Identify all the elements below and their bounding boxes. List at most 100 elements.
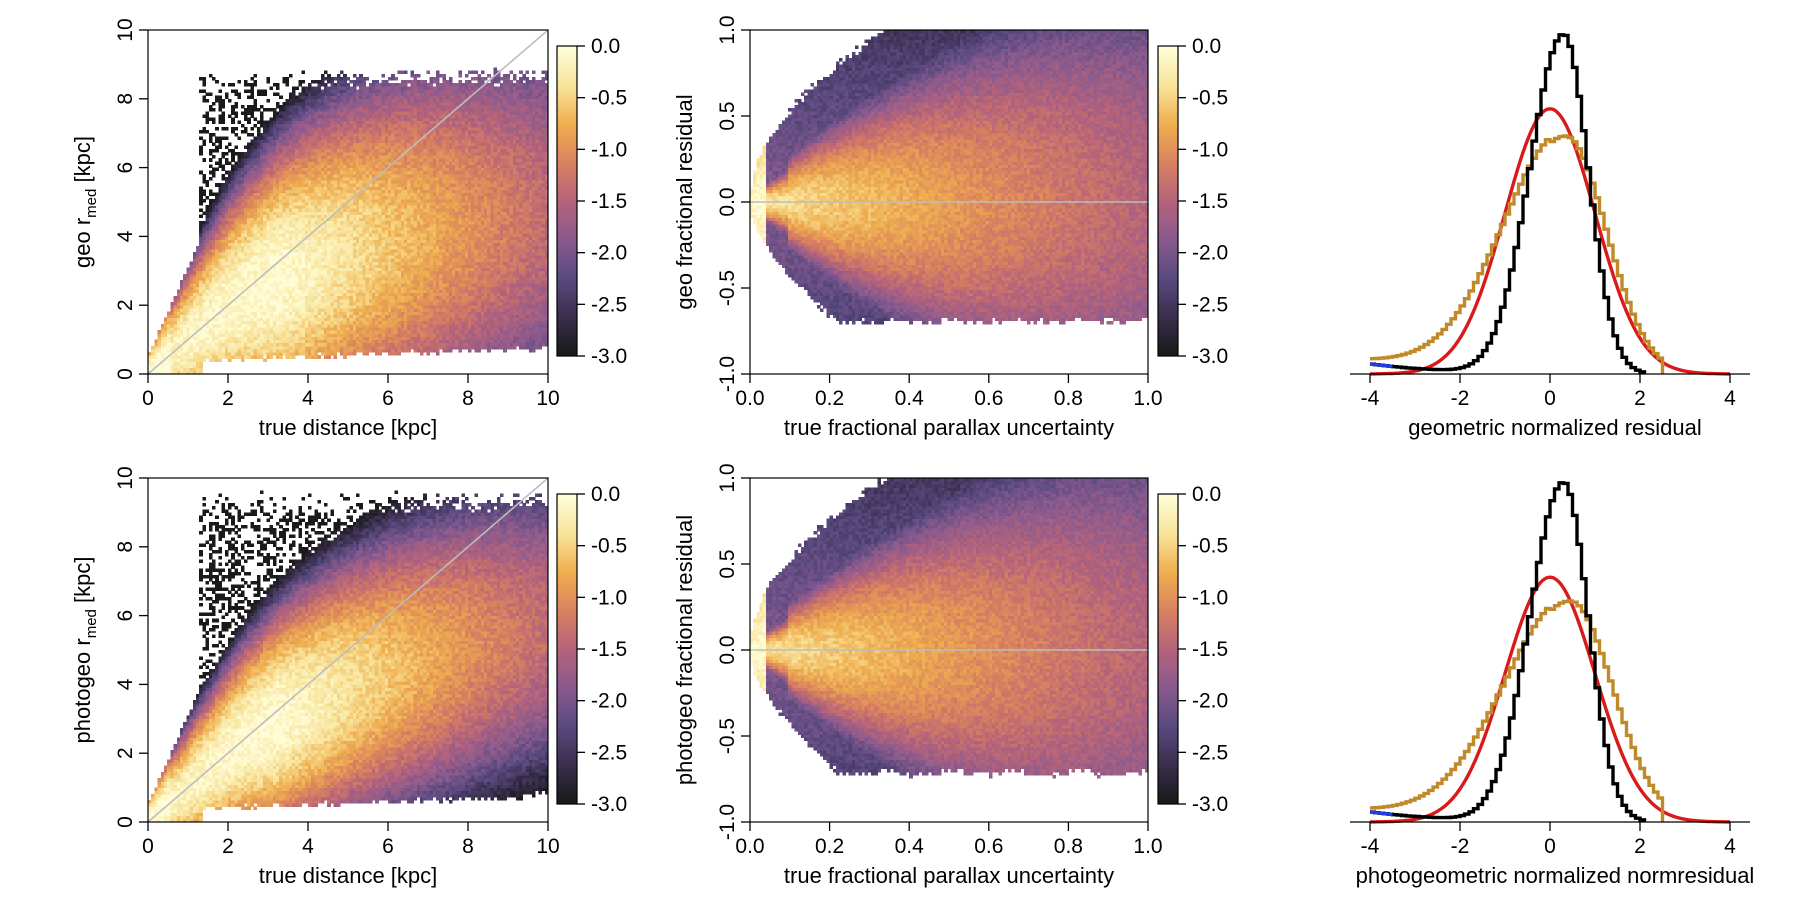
photogeo_rmed-colorbar-label: -1.5 <box>591 638 627 661</box>
geo_fracres-colorbar-label: 0.0 <box>1192 35 1221 58</box>
geo_fracres-colorbar-label: -1.5 <box>1192 190 1228 213</box>
geo_rmed-reference-line <box>147 29 549 375</box>
geo_rmed-ytick-label: 2 <box>114 299 137 311</box>
photogeo_normres-xtick-label: 4 <box>1724 835 1736 858</box>
photogeo_fracres-colorbar-label: -1.0 <box>1192 586 1228 609</box>
photogeo_fracres-colorbar-label: -3.0 <box>1192 793 1228 816</box>
photogeo_rmed-ytick-label: 8 <box>114 541 137 553</box>
geo_rmed-ytick-label: 0 <box>114 368 137 380</box>
geo_fracres-colorbar <box>1158 46 1178 357</box>
geo_rmed-ytick-label: 10 <box>114 18 137 41</box>
photogeo_fracres-ytick-label: 1.0 <box>716 463 739 492</box>
geo_rmed-cells <box>148 67 549 375</box>
geo_normres-series-ochre <box>1370 134 1665 374</box>
geo_rmed-colorbar-label: -2.5 <box>591 293 627 316</box>
geo_rmed-colorbar <box>557 46 577 357</box>
photogeo_fracres-cells <box>750 478 1149 779</box>
geo_fracres-ytick-label: 0.5 <box>716 101 739 130</box>
photogeo_rmed-xtick-label: 10 <box>536 835 559 858</box>
photogeo_fracres-ytick-label: 0.5 <box>716 549 739 578</box>
geo_fracres-panel: 0.0 0.2 0.4 0.6 0.8 1.0 -1.0 -0.5 0.0 0.5 1.0 true … <box>672 15 1228 440</box>
photogeo_rmed-colorbar-label: -2.5 <box>591 741 627 764</box>
geo_rmed-ylabel: geo rmed [kpc] <box>70 136 100 268</box>
photogeo_rmed-colorbar <box>557 494 577 805</box>
photogeo_normres-xlabel: photogeometric normalized normresidual <box>1356 863 1755 888</box>
geo_normres-xtick-label: 4 <box>1724 387 1736 410</box>
geo_fracres-ytick-label: 0.0 <box>716 187 739 216</box>
photogeo_fracres-ylabel: photogeo fractional residual <box>672 515 697 785</box>
photogeo_rmed-xlabel: true distance [kpc] <box>259 863 438 888</box>
photogeo_rmed-ytick-label: 6 <box>114 610 137 622</box>
photogeo_rmed-colorbar-label: -1.0 <box>591 586 627 609</box>
geo_normres-xtick-label: 2 <box>1634 387 1646 410</box>
geo_normres-series-blue <box>1369 362 1393 369</box>
photogeo_fracres-xtick-label: 0.6 <box>974 835 1003 858</box>
photogeo_rmed-colorbar-label: -0.5 <box>591 535 627 558</box>
photogeo_rmed-cells <box>148 490 549 823</box>
photogeo_rmed-colorbar-label: 0.0 <box>591 483 620 506</box>
photogeo_fracres-colorbar-label: -0.5 <box>1192 535 1228 558</box>
geo_fracres-xtick-label: 0.0 <box>735 387 764 410</box>
geo_fracres-xlabel: true fractional parallax uncertainty <box>784 415 1114 440</box>
geo_fracres-ytick-label: 1.0 <box>716 15 739 44</box>
geo_rmed-ytick-label: 6 <box>114 162 137 174</box>
photogeo_rmed-xtick-label: 6 <box>382 835 394 858</box>
geo_normres-series-black <box>1370 33 1647 374</box>
photogeo_normres-xtick-label: 0 <box>1544 835 1556 858</box>
geo_rmed-colorbar-label: -2.0 <box>591 242 627 265</box>
photogeo_fracres-panel: 0.0 0.2 0.4 0.6 0.8 1.0 -1.0 -0.5 0.0 0.5 1.0 true … <box>672 463 1228 888</box>
photogeo_normres-xtick-label: -2 <box>1451 835 1470 858</box>
geo_rmed-xtick-label: 4 <box>302 387 314 410</box>
photogeo_rmed-ytick-label: 2 <box>114 747 137 759</box>
photogeo_rmed-ylabel: photogeo rmed [kpc] <box>70 557 100 744</box>
photogeo_rmed-xtick-label: 2 <box>222 835 234 858</box>
geo_fracres-ylabel: geo fractional residual <box>672 94 697 309</box>
geo_fracres-xtick-label: 0.8 <box>1054 387 1083 410</box>
geo_fracres-colorbar-label: -1.0 <box>1192 138 1228 161</box>
geo_fracres-colorbar-label: -3.0 <box>1192 345 1228 368</box>
photogeo_fracres-colorbar-label: 0.0 <box>1192 483 1221 506</box>
geo_rmed-xtick-label: 8 <box>462 387 474 410</box>
photogeo_rmed-xtick-label: 0 <box>142 835 154 858</box>
geo_rmed-ytick-label: 8 <box>114 93 137 105</box>
photogeo_rmed-ytick-label: 0 <box>114 816 137 828</box>
geo_rmed-xtick-label: 0 <box>142 387 154 410</box>
geo_rmed-frame <box>147 29 549 375</box>
geo_rmed-colorbar-label: -1.5 <box>591 190 627 213</box>
photogeo_normres-series-gaussian <box>1370 575 1730 824</box>
geo_fracres-colorbar-label: -2.5 <box>1192 293 1228 316</box>
photogeo_normres-series-black <box>1370 481 1647 822</box>
geo_fracres-xtick-label: 0.6 <box>974 387 1003 410</box>
photogeo_fracres-ytick-label: -0.5 <box>716 718 739 754</box>
photogeo_fracres-xtick-label: 0.2 <box>815 835 844 858</box>
photogeo_fracres-ytick-label: 0.0 <box>716 635 739 664</box>
photogeo_normres-panel: -4 -2 0 2 4 photogeometric normalized normres… <box>1350 481 1755 888</box>
geo_rmed-xtick-label: 2 <box>222 387 234 410</box>
geo_rmed-colorbar-label: 0.0 <box>591 35 620 58</box>
photogeo_fracres-xtick-label: 1.0 <box>1133 835 1162 858</box>
photogeo_fracres-xtick-label: 0.0 <box>735 835 764 858</box>
photogeo_rmed-xtick-label: 8 <box>462 835 474 858</box>
photogeo_rmed-xtick-label: 4 <box>302 835 314 858</box>
photogeo_fracres-colorbar-label: -2.5 <box>1192 741 1228 764</box>
geo_normres-xtick-label: -2 <box>1451 387 1470 410</box>
geo_fracres-xtick-label: 1.0 <box>1133 387 1162 410</box>
geo_rmed-xtick-label: 6 <box>382 387 394 410</box>
geo_fracres-xtick-label: 0.4 <box>895 387 925 410</box>
geo_rmed-xlabel: true distance [kpc] <box>259 415 438 440</box>
geo_fracres-cells <box>750 30 1149 325</box>
photogeo_rmed-frame <box>147 477 549 823</box>
geo_normres-xlabel: geometric normalized residual <box>1408 415 1701 440</box>
photogeo_normres-series-blue <box>1369 810 1393 817</box>
photogeo_rmed-ytick-label: 4 <box>114 678 137 690</box>
geo_fracres-xtick-label: 0.2 <box>815 387 844 410</box>
geo_rmed-colorbar-label: -3.0 <box>591 345 627 368</box>
photogeo_normres-xtick-label: 2 <box>1634 835 1646 858</box>
photogeo_normres-xtick-label: -4 <box>1361 835 1380 858</box>
geo_normres-xtick-label: 0 <box>1544 387 1556 410</box>
geo_rmed-panel: 0 2 4 6 8 10 0 2 4 6 8 10 true distance [kpc] geo rme… <box>70 18 627 440</box>
geo_fracres-ytick-label: -1.0 <box>716 356 739 392</box>
geo_fracres-colorbar-label: -2.0 <box>1192 242 1228 265</box>
geo_rmed-xtick-label: 10 <box>536 387 559 410</box>
